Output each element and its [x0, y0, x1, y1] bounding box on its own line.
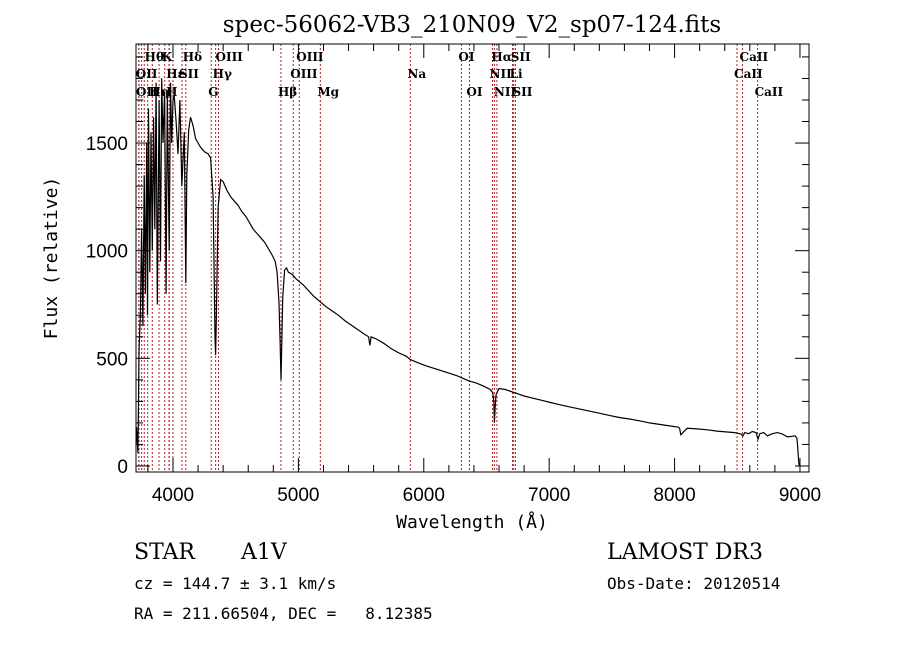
spectral-line-label: CaII [734, 67, 763, 81]
spectral-line-label: SII [511, 50, 531, 64]
spectral-line-label: Mg [317, 85, 339, 99]
spectral-line-label: Hβ [278, 85, 297, 99]
spectral-line-label: Li [510, 67, 523, 81]
spectral-line-label: H [166, 85, 177, 99]
chart-title: spec-56062-VB3_210N09_V2_sp07-124.fits [223, 12, 721, 38]
x-tick-label: 7000 [528, 485, 570, 506]
coordinates-text: RA = 211.66504, DEC = 8.12385 [134, 604, 433, 623]
x-tick-label: 8000 [653, 485, 695, 506]
spectral-line-label: Hγ [213, 67, 232, 81]
spectral-line-label: Hδ [183, 50, 202, 64]
spectral-line-label: OI [466, 85, 482, 99]
spectral-line-label: CaII [740, 50, 769, 64]
survey-label: LAMOST DR3 [607, 540, 763, 565]
spectral-line-label: OIII [216, 50, 244, 64]
spectral-line-label: Hθ [145, 50, 164, 64]
spectral-line-label: K [162, 50, 173, 64]
spectral-line-markers [138, 44, 759, 472]
obs-date-text: Obs-Date: 20120514 [607, 574, 781, 593]
spectral-line-label: CaII [755, 85, 784, 99]
x-axis-label: Wavelength (Å) [396, 511, 548, 533]
y-tick-label: 1000 [86, 242, 128, 263]
spectral-line-label: Na [407, 67, 426, 81]
y-tick-label: 0 [117, 457, 128, 478]
spectral-line-label: OII [136, 67, 158, 81]
x-tick-label: 6000 [403, 485, 445, 506]
spectral-line-label: NII [490, 67, 513, 81]
spectral-line-label: NII [494, 85, 517, 99]
spectral-line-label: OIII [296, 50, 324, 64]
y-axis-label: Flux (relative) [41, 177, 62, 340]
y-axis-ticks: 0 500 1000 1500 [86, 56, 809, 478]
object-subclass: A1V [241, 540, 287, 565]
spectral-line-label: OIII [290, 67, 318, 81]
object-class: STAR [134, 540, 195, 565]
spectral-line-label: SII [179, 67, 199, 81]
spectral-line-label: Hα [491, 50, 512, 64]
redshift-text: cz = 144.7 ± 3.1 km/s [134, 574, 337, 593]
spectral-line-label: OII [136, 85, 158, 99]
spectral-line-label: SII [512, 85, 532, 99]
x-tick-label: 9000 [779, 485, 821, 506]
spectrum-series [135, 78, 800, 467]
x-axis-ticks: 4000 5000 6000 7000 8000 9000 [147, 44, 821, 506]
x-tick-label: 5000 [277, 485, 319, 506]
plot-frame [135, 43, 810, 473]
y-tick-label: 1500 [86, 134, 128, 155]
y-tick-label: 500 [96, 349, 128, 370]
spectrum-line [135, 78, 800, 467]
x-tick-label: 4000 [152, 485, 194, 506]
spectral-line-label: G [208, 85, 218, 99]
spectral-line-label: Hε [166, 67, 185, 81]
spectral-line-label: OI [458, 50, 474, 64]
